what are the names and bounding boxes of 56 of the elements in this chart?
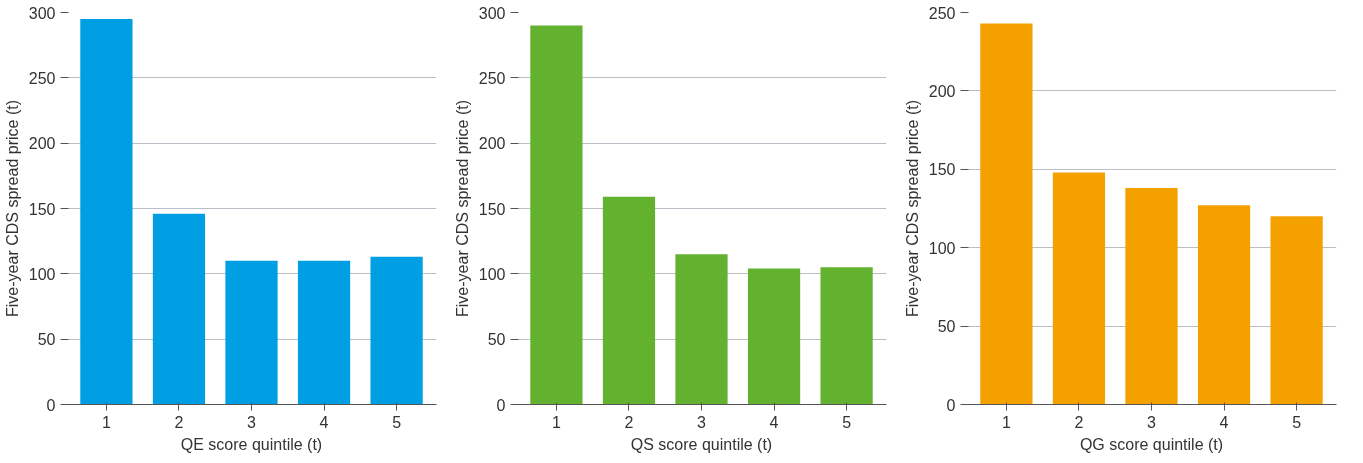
y-axis-title: Five-year CDS spread price (t) (3, 100, 21, 317)
y-tick-label: 200 (478, 135, 506, 153)
y-tick-label: 50 (37, 331, 56, 349)
x-axis-title: QG score quintile (t) (1079, 435, 1224, 453)
y-tick-label: 100 (478, 265, 506, 283)
y-tick-label: 150 (478, 200, 506, 218)
y-tick-label: 250 (28, 69, 56, 87)
y-tick-label: 0 (946, 396, 956, 414)
x-tick-label: 3 (1147, 413, 1157, 431)
y-axis-title: Five-year CDS spread price (t) (903, 100, 921, 317)
bar (370, 256, 423, 405)
x-tick-label: 4 (319, 413, 329, 431)
bar (1125, 188, 1178, 405)
bar (602, 196, 656, 405)
x-tick-label: 4 (1219, 413, 1229, 431)
bar (675, 254, 728, 405)
x-tick-label: 5 (1292, 413, 1302, 431)
x-tick-label: 1 (1001, 413, 1011, 431)
bar (820, 267, 873, 405)
bar (152, 213, 206, 405)
y-tick-label: 300 (478, 4, 506, 22)
y-tick-label: 100 (928, 239, 956, 257)
x-tick-label: 1 (551, 413, 561, 431)
y-tick-label: 0 (496, 396, 506, 414)
x-tick-label: 5 (842, 413, 852, 431)
bar (225, 260, 278, 405)
y-tick-label: 200 (28, 135, 56, 153)
x-tick-label: 2 (1074, 413, 1084, 431)
y-tick-label: 0 (46, 396, 56, 414)
x-tick-label: 3 (247, 413, 257, 431)
bar (1052, 172, 1106, 405)
x-tick-label: 3 (697, 413, 707, 431)
x-tick-label: 5 (392, 413, 402, 431)
x-tick-label: 2 (174, 413, 184, 431)
y-tick-label: 150 (928, 161, 956, 179)
bar (1270, 216, 1323, 405)
y-tick-label: 50 (937, 318, 956, 336)
x-axis-title: QE score quintile (t) (180, 435, 323, 453)
x-tick-label: 1 (101, 413, 111, 431)
y-tick-label: 50 (487, 331, 506, 349)
y-tick-label: 200 (928, 82, 956, 100)
bar (297, 260, 351, 405)
x-tick-label: 2 (624, 413, 634, 431)
x-axis-title: QS score quintile (t) (630, 435, 773, 453)
bar (980, 23, 1033, 405)
x-tick-label: 4 (769, 413, 779, 431)
bar (1197, 205, 1251, 405)
bar (80, 19, 133, 405)
y-tick-label: 250 (478, 69, 506, 87)
y-axis-title: Five-year CDS spread price (t) (453, 100, 471, 317)
bar (747, 268, 801, 405)
y-tick-label: 150 (28, 200, 56, 218)
bar (530, 25, 583, 405)
y-tick-label: 250 (928, 4, 956, 22)
y-tick-label: 300 (28, 4, 56, 22)
y-tick-label: 100 (28, 265, 56, 283)
